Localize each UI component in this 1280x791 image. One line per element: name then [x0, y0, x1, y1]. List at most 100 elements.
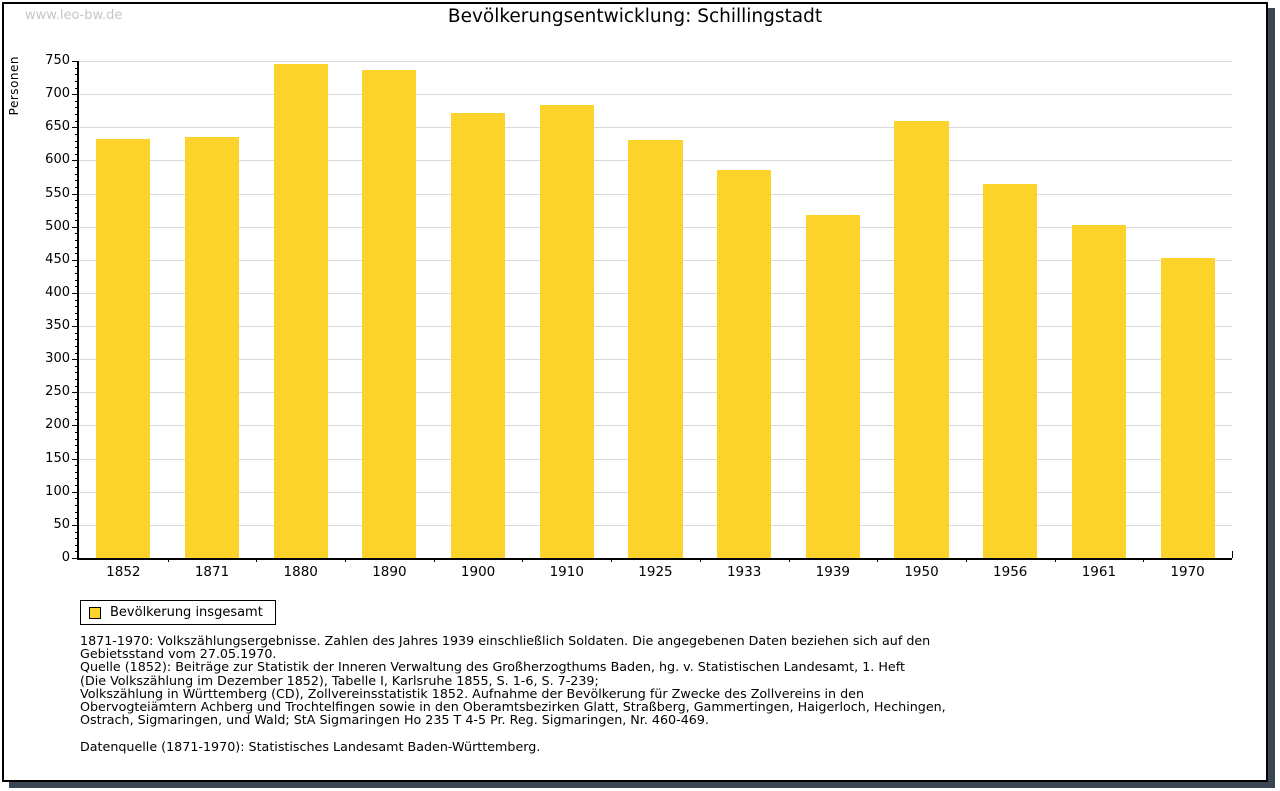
y-tick-label-150: 150 [45, 450, 70, 466]
x-tick-label-1900: 1900 [460, 564, 496, 580]
y-tick-label-450: 450 [45, 251, 70, 267]
gridline-700 [79, 94, 1232, 96]
y-minor-tick-360 [75, 319, 79, 321]
y-tick-label-600: 600 [45, 152, 70, 168]
chart-card: www.leo-bw.de Bevölkerungsentwicklung: S… [2, 2, 1268, 782]
x-tick-label-1970: 1970 [1170, 564, 1205, 580]
y-major-tick-650 [72, 127, 79, 129]
y-minor-tick-590 [75, 167, 79, 169]
y-minor-tick-180 [75, 438, 79, 440]
y-axis-title: Personen [7, 56, 21, 116]
y-minor-tick-730 [75, 74, 79, 76]
datasource-text: Datenquelle (1871-1970): Statistisches L… [80, 739, 541, 754]
chart-title: Bevölkerungsentwicklung: Schillingstadt [447, 6, 823, 27]
y-major-tick-550 [72, 193, 79, 195]
y-minor-tick-320 [75, 345, 79, 347]
y-tick-label-200: 200 [45, 417, 70, 433]
x-tick-label-1950: 1950 [904, 564, 939, 580]
x-boundary-tick-3 [345, 558, 347, 562]
y-minor-tick-210 [75, 418, 79, 420]
bar-cell-1961 [1055, 61, 1144, 558]
y-major-tick-600 [72, 160, 79, 162]
y-minor-tick-680 [75, 107, 79, 109]
y-tick-label-350: 350 [45, 318, 70, 334]
y-minor-tick-510 [75, 220, 79, 222]
y-major-tick-300 [72, 359, 79, 361]
y-minor-tick-560 [75, 186, 79, 188]
y-tick-label-550: 550 [45, 185, 70, 201]
y-minor-tick-340 [75, 332, 79, 334]
y-minor-tick-540 [75, 200, 79, 202]
x-boundary-tick-11 [1054, 558, 1056, 562]
y-major-tick-100 [72, 491, 79, 493]
y-tick-label-100: 100 [45, 483, 70, 499]
y-tick-label-700: 700 [45, 86, 70, 102]
x-boundary-tick-12 [1143, 558, 1145, 562]
y-major-tick-350 [72, 326, 79, 328]
y-minor-tick-640 [75, 133, 79, 135]
y-major-tick-750 [72, 61, 79, 62]
y-tick-label-0: 0 [61, 550, 70, 565]
y-minor-tick-280 [75, 372, 79, 374]
bar-1910 [539, 105, 594, 558]
bar-1890 [362, 69, 417, 558]
x-boundary-tick-1 [167, 558, 169, 562]
bar-cell-1950 [877, 61, 966, 558]
bar-cell-1871 [168, 61, 257, 558]
y-minor-tick-570 [75, 180, 79, 182]
y-minor-tick-80 [75, 505, 79, 506]
y-minor-tick-410 [75, 286, 79, 288]
x-boundary-tick-10 [965, 558, 967, 562]
y-minor-tick-610 [75, 153, 79, 155]
x-axis-end-tick [1232, 551, 1233, 558]
y-major-tick-700 [72, 94, 79, 96]
y-minor-tick-130 [75, 471, 79, 473]
y-tick-label-250: 250 [45, 384, 70, 400]
y-tick-label-300: 300 [45, 351, 70, 367]
plot-area: 0 50 100 150 200 250 300 350 400 450 500 550 600 650 7… [45, 54, 1233, 580]
bar-1933 [717, 169, 772, 558]
y-minor-tick-430 [75, 273, 79, 275]
bar-1961 [1071, 224, 1126, 558]
y-minor-tick-160 [75, 451, 79, 453]
x-boundary-tick-5 [522, 558, 524, 562]
x-tick-label-1871: 1871 [194, 564, 230, 580]
bar-1956 [983, 183, 1038, 558]
bar-1925 [628, 139, 683, 558]
bar-series [79, 61, 1232, 558]
x-tick-label-1890: 1890 [372, 564, 407, 580]
gridline-650 [79, 127, 1232, 129]
y-minor-tick-530 [75, 206, 79, 208]
y-major-tick-0 [72, 558, 79, 559]
y-major-tick-200 [72, 425, 79, 427]
y-minor-tick-290 [75, 365, 79, 367]
x-tick-label-1956: 1956 [993, 564, 1028, 580]
y-minor-tick-110 [75, 485, 79, 487]
bar-cell-1970 [1143, 61, 1232, 558]
y-tick-label-500: 500 [45, 218, 70, 234]
y-minor-tick-20 [75, 544, 79, 546]
bar-1939 [805, 215, 860, 558]
y-minor-tick-220 [75, 412, 79, 414]
x-tick-label-1910: 1910 [549, 564, 584, 580]
y-minor-tick-690 [75, 100, 79, 102]
y-minor-tick-40 [75, 531, 79, 533]
bar-cell-1852 [79, 61, 168, 558]
watermark: www.leo-bw.de [25, 8, 123, 23]
y-minor-tick-670 [75, 114, 79, 116]
y-minor-tick-620 [75, 147, 79, 149]
x-tick-label-1933: 1933 [726, 564, 762, 580]
bar-cell-1925 [611, 61, 700, 558]
x-tick-label-1925: 1925 [638, 564, 673, 580]
y-minor-tick-390 [75, 299, 79, 301]
y-tick-label-400: 400 [45, 284, 70, 300]
y-minor-tick-660 [75, 120, 79, 122]
y-minor-tick-260 [75, 385, 79, 387]
y-minor-tick-460 [75, 253, 79, 255]
y-minor-tick-60 [75, 518, 79, 520]
x-boundary-tick-4 [433, 558, 435, 562]
x-tick-label-1852: 1852 [106, 564, 141, 580]
bar-cell-1910 [522, 61, 611, 558]
x-boundary-tick-6 [611, 558, 613, 562]
